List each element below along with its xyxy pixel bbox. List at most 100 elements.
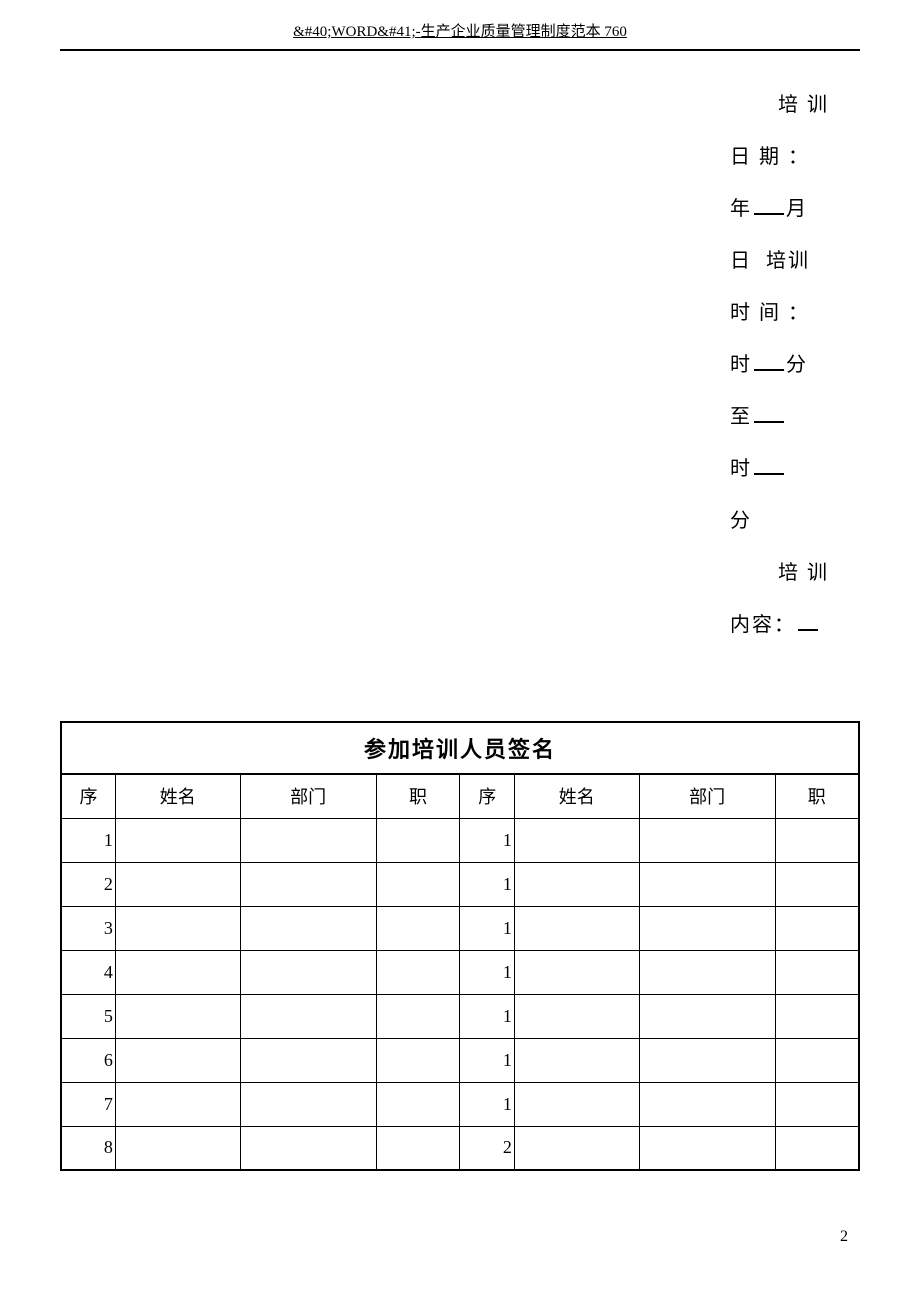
- cell-name-left[interactable]: [115, 818, 240, 862]
- label-training-1: 培 训: [778, 94, 829, 116]
- cell-pos-right[interactable]: [775, 994, 859, 1038]
- cell-seq-right: 1: [460, 906, 514, 950]
- table-row: 7 1: [61, 1082, 859, 1126]
- blank-content[interactable]: [798, 609, 818, 631]
- cell-name-right[interactable]: [514, 1126, 639, 1170]
- cell-name-left[interactable]: [115, 950, 240, 994]
- cell-seq-left: 2: [61, 862, 115, 906]
- col-header-dept-right: 部门: [639, 774, 775, 818]
- blank-hour-1[interactable]: [754, 349, 784, 371]
- cell-name-right[interactable]: [514, 994, 639, 1038]
- table-title: 参加培训人员签名: [61, 722, 859, 774]
- table-header-row: 序 姓名 部门 职 序 姓名 部门 职: [61, 774, 859, 818]
- col-header-seq-left: 序: [61, 774, 115, 818]
- cell-pos-left[interactable]: [376, 950, 460, 994]
- col-header-pos-left: 职: [376, 774, 460, 818]
- cell-name-left[interactable]: [115, 994, 240, 1038]
- cell-name-left[interactable]: [115, 862, 240, 906]
- col-header-name-left: 姓名: [115, 774, 240, 818]
- cell-name-left[interactable]: [115, 1082, 240, 1126]
- cell-seq-left: 7: [61, 1082, 115, 1126]
- cell-dept-right[interactable]: [639, 1082, 775, 1126]
- label-date: 日 期 ：: [730, 146, 810, 168]
- cell-pos-right[interactable]: [775, 862, 859, 906]
- info-line-1: 培 训: [730, 81, 860, 129]
- cell-pos-left[interactable]: [376, 1126, 460, 1170]
- blank-to[interactable]: [754, 401, 784, 423]
- info-line-2: 日 期 ：: [730, 133, 860, 181]
- cell-dept-right[interactable]: [639, 1038, 775, 1082]
- cell-dept-left[interactable]: [240, 1038, 376, 1082]
- cell-dept-left[interactable]: [240, 1126, 376, 1170]
- col-header-name-right: 姓名: [514, 774, 639, 818]
- cell-name-right[interactable]: [514, 862, 639, 906]
- table-row: 8 2: [61, 1126, 859, 1170]
- cell-seq-right: 1: [460, 818, 514, 862]
- cell-pos-right[interactable]: [775, 1082, 859, 1126]
- table-row: 5 1: [61, 994, 859, 1038]
- signature-table: 参加培训人员签名 序 姓名 部门 职 序 姓名 部门 职 1: [60, 721, 860, 1171]
- cell-pos-right[interactable]: [775, 950, 859, 994]
- blank-hour-2[interactable]: [754, 453, 784, 475]
- col-header-dept-left: 部门: [240, 774, 376, 818]
- training-info-block: 培 训 日 期 ： 年月 日 培训 时 间 ： 时分 至 时 分 培 训 内容: [730, 81, 860, 653]
- label-to: 至: [730, 406, 752, 428]
- page-header: &#40;WORD&#41;-生产企业质量管理制度范本 760: [0, 0, 920, 41]
- cell-pos-right[interactable]: [775, 906, 859, 950]
- cell-dept-right[interactable]: [639, 862, 775, 906]
- cell-seq-right: 2: [460, 1126, 514, 1170]
- cell-seq-left: 6: [61, 1038, 115, 1082]
- info-line-7: 至: [730, 393, 860, 441]
- col-header-pos-right: 职: [775, 774, 859, 818]
- cell-pos-left[interactable]: [376, 1082, 460, 1126]
- cell-seq-left: 1: [61, 818, 115, 862]
- label-year: 年: [730, 198, 752, 220]
- table-body: 1 1 2 1: [61, 818, 859, 1170]
- cell-pos-left[interactable]: [376, 994, 460, 1038]
- info-line-3: 年月: [730, 185, 860, 233]
- label-min-1: 分: [786, 354, 808, 376]
- cell-name-left[interactable]: [115, 1126, 240, 1170]
- cell-pos-right[interactable]: [775, 1126, 859, 1170]
- label-training-3: 培 训: [778, 562, 829, 584]
- cell-dept-right[interactable]: [639, 818, 775, 862]
- cell-seq-right: 1: [460, 1038, 514, 1082]
- cell-dept-left[interactable]: [240, 994, 376, 1038]
- cell-dept-right[interactable]: [639, 906, 775, 950]
- cell-dept-left[interactable]: [240, 906, 376, 950]
- cell-pos-right[interactable]: [775, 818, 859, 862]
- label-hour-1: 时: [730, 354, 752, 376]
- cell-name-left[interactable]: [115, 906, 240, 950]
- cell-name-right[interactable]: [514, 906, 639, 950]
- table-row: 2 1: [61, 862, 859, 906]
- cell-seq-right: 1: [460, 950, 514, 994]
- page-number: 2: [840, 1228, 848, 1246]
- cell-dept-left[interactable]: [240, 1082, 376, 1126]
- info-line-8: 时: [730, 445, 860, 493]
- cell-dept-right[interactable]: [639, 994, 775, 1038]
- cell-name-right[interactable]: [514, 818, 639, 862]
- label-hour-2: 时: [730, 458, 752, 480]
- cell-pos-left[interactable]: [376, 862, 460, 906]
- col-header-seq-right: 序: [460, 774, 514, 818]
- cell-pos-right[interactable]: [775, 1038, 859, 1082]
- cell-seq-right: 1: [460, 862, 514, 906]
- blank-year[interactable]: [754, 193, 784, 215]
- cell-name-right[interactable]: [514, 1082, 639, 1126]
- cell-dept-left[interactable]: [240, 818, 376, 862]
- label-content: 内容：: [730, 614, 796, 636]
- label-month: 月: [786, 198, 808, 220]
- cell-dept-right[interactable]: [639, 950, 775, 994]
- table-row: 3 1: [61, 906, 859, 950]
- cell-pos-left[interactable]: [376, 818, 460, 862]
- info-line-10: 培 训: [730, 549, 860, 597]
- info-line-5: 时 间 ：: [730, 289, 860, 337]
- cell-name-right[interactable]: [514, 1038, 639, 1082]
- cell-name-left[interactable]: [115, 1038, 240, 1082]
- cell-pos-left[interactable]: [376, 1038, 460, 1082]
- cell-pos-left[interactable]: [376, 906, 460, 950]
- cell-name-right[interactable]: [514, 950, 639, 994]
- cell-dept-left[interactable]: [240, 950, 376, 994]
- cell-dept-left[interactable]: [240, 862, 376, 906]
- cell-dept-right[interactable]: [639, 1126, 775, 1170]
